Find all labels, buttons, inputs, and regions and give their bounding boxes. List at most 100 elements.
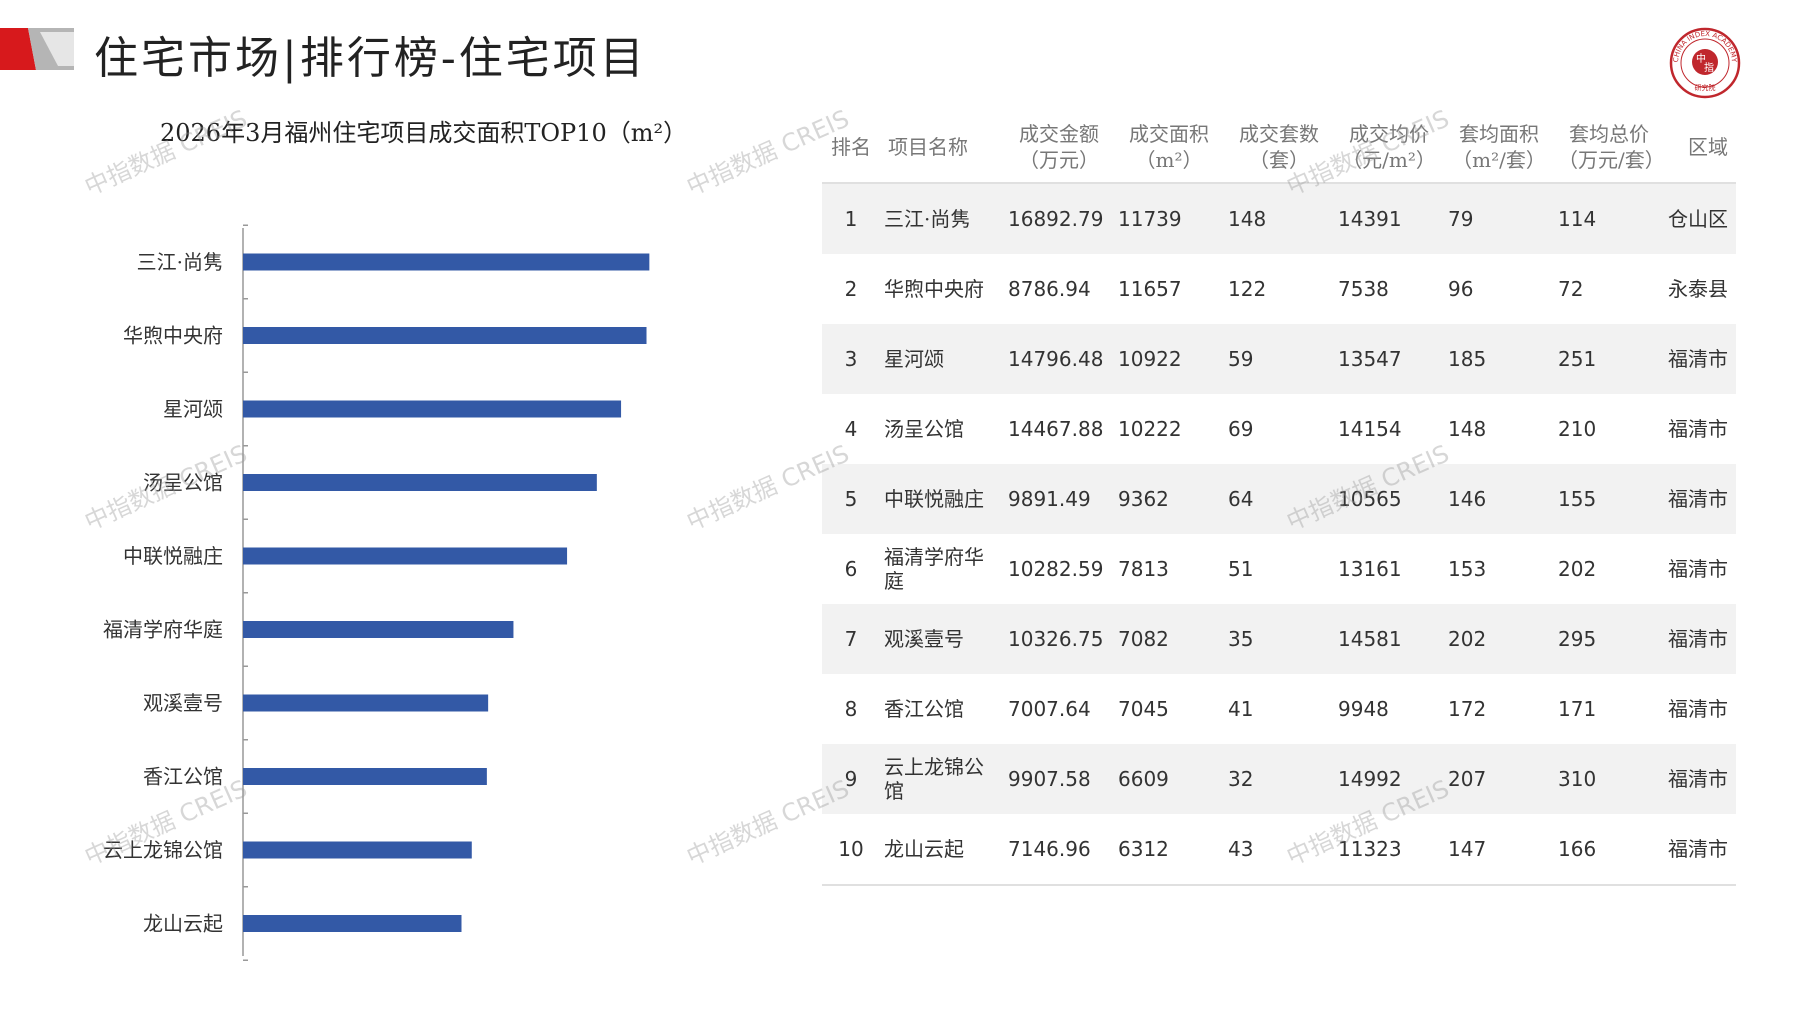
category-label: 华煦中央府 [123,324,223,348]
chart-bar [243,547,568,565]
table-cell-name: 香江公馆 [884,697,964,721]
chart-bar [243,621,514,638]
table-cell-price: 14992 [1330,744,1440,814]
table-cell-area: 10222 [1118,417,1182,441]
logo-light-shape [40,32,74,66]
column-header: 项目名称 [880,112,1000,184]
column-header: 区域 [1660,112,1736,184]
table-cell-avg-total: 210 [1558,417,1597,441]
table-cell-name: 福清学府华庭 [884,545,984,593]
table-cell-rank: 6 [844,557,858,581]
table-cell-name: 三江·尚隽 [880,183,1000,254]
table-cell-price: 14154 [1338,417,1402,441]
chart-bar [243,327,647,344]
table-cell-units: 64 [1220,464,1330,534]
seal-center-top: 中 [1696,52,1706,65]
column-header: 成交金额 （万元） [1000,112,1110,184]
table-cell-avg-total: 166 [1550,814,1660,886]
table-cell-units: 148 [1220,183,1330,254]
seal-bottom-text: 研究院 [1695,83,1716,92]
column-header-text: 成交均价 [1349,122,1429,146]
table-cell-area: 11739 [1110,183,1220,254]
table-row: 10 龙山云起 7146.96 6312 43 11323 147 166 福清市 [822,814,1736,886]
chart-bar [243,400,622,418]
table-cell-avg-total: 251 [1550,324,1660,394]
table-cell-avg-total: 72 [1558,277,1584,301]
table-cell-units: 69 [1228,417,1254,441]
table-row: 7 观溪壹号 10326.75 7082 35 14581 202 295 福清市 [822,604,1736,674]
table-cell-avg-area: 207 [1440,744,1550,814]
table-row: 6 福清学府华庭 10282.59 7813 51 13161 153 202 福清市 [822,534,1736,604]
bar-chart: 三江·尚隽华煦中央府星河颂汤呈公馆中联悦融庄福清学府华庭观溪壹号香江公馆云上龙锦… [103,224,650,961]
table-cell-units: 51 [1228,557,1254,581]
table-cell-amount: 10326.75 [1000,604,1110,674]
column-header-text: （m²） [1135,148,1203,172]
seal-center-bottom: 指 [1704,61,1714,74]
column-header: 成交均价 （元/m²） [1330,112,1440,184]
chart-bar [243,915,462,932]
chart-title: 2026年3月福州住宅项目成交面积TOP10（m²） [160,119,688,147]
table-cell-avg-area: 79 [1440,183,1550,254]
table-cell-amount: 14796.48 [1000,324,1110,394]
table-cell-avg-total: 155 [1550,464,1660,534]
table-cell-amount: 16892.79 [1000,183,1110,254]
column-header-text: 排名 [831,135,871,159]
table-cell-price: 7538 [1338,277,1389,301]
table-cell-price: 14581 [1330,604,1440,674]
category-label: 香江公馆 [143,765,223,789]
table-cell-avg-area: 96 [1448,277,1474,301]
table-cell-amount: 14467.88 [1008,417,1104,441]
table-cell-units: 35 [1220,604,1330,674]
table-cell-area: 11657 [1118,277,1182,301]
table-cell-avg-area: 148 [1448,417,1487,441]
category-label: 云上龙锦公馆 [103,838,223,862]
table-cell-avg-area: 172 [1448,697,1487,721]
chart-bar [243,768,487,785]
table-cell-area: 7045 [1118,697,1169,721]
table-cell-units: 59 [1220,324,1330,394]
table-cell-units: 122 [1228,277,1267,301]
table-cell-units: 32 [1220,744,1330,814]
table-cell-district: 福清市 [1660,604,1736,674]
table-cell-area: 6312 [1110,814,1220,886]
column-header-text: 成交套数 [1239,122,1319,146]
table-cell-price: 11323 [1330,814,1440,886]
table-cell-name: 华煦中央府 [884,277,984,301]
table-cell-area: 9362 [1110,464,1220,534]
table-cell-area: 10922 [1110,324,1220,394]
table-cell-name: 中联悦融庄 [880,464,1000,534]
table-cell-rank: 7 [822,604,880,674]
table-cell-price: 13161 [1338,557,1402,581]
logo-red-shape [0,28,36,70]
column-header-text: （套） [1249,148,1309,172]
column-header: 套均总价 （万元/套） [1550,112,1665,184]
table-cell-avg-area: 146 [1440,464,1550,534]
table-cell-price: 13547 [1330,324,1440,394]
table-cell-district: 福清市 [1668,697,1728,721]
category-label: 龙山云起 [143,912,223,936]
column-header-text: （元/m²） [1342,148,1436,172]
table-cell-avg-area: 202 [1440,604,1550,674]
table-cell-rank: 2 [844,277,858,301]
table-row: 3 星河颂 14796.48 10922 59 13547 185 251 福清市 [822,324,1736,394]
table-cell-area: 6609 [1110,744,1220,814]
table-cell-rank: 4 [844,417,858,441]
table-row: 1 三江·尚隽 16892.79 11739 148 14391 79 114 仓山区 [822,183,1736,254]
table-cell-district: 福清市 [1660,464,1736,534]
column-header: 成交套数 （套） [1220,112,1330,184]
table-cell-price: 14391 [1330,183,1440,254]
table-cell-name: 星河颂 [880,324,1000,394]
table-cell-units: 41 [1228,697,1254,721]
column-header-text: 项目名称 [888,135,968,159]
table-cell-district: 永泰县 [1668,277,1728,301]
chart-bar [243,841,472,859]
column-header-text: （万元/套） [1558,148,1665,172]
table-cell-avg-total: 310 [1550,744,1660,814]
table-row: 8 香江公馆 7007.64 7045 41 9948 172 171 福清市 [822,674,1736,744]
column-header-text: （万元） [1019,148,1099,172]
table-cell-rank: 3 [822,324,880,394]
column-header-text: 成交面积 [1129,122,1209,146]
table-header-row: 排名 项目名称 成交金额 （万元） 成交面积 （m²） 成交套数 （套） 成交均价 （元/m²）套… [822,112,1736,184]
ranking-table: 排名 项目名称 成交金额 （万元） 成交面积 （m²） 成交套数 （套） 成交均价 （元/m²）套… [822,112,1736,886]
column-header-text: 成交金额 [1019,122,1099,146]
